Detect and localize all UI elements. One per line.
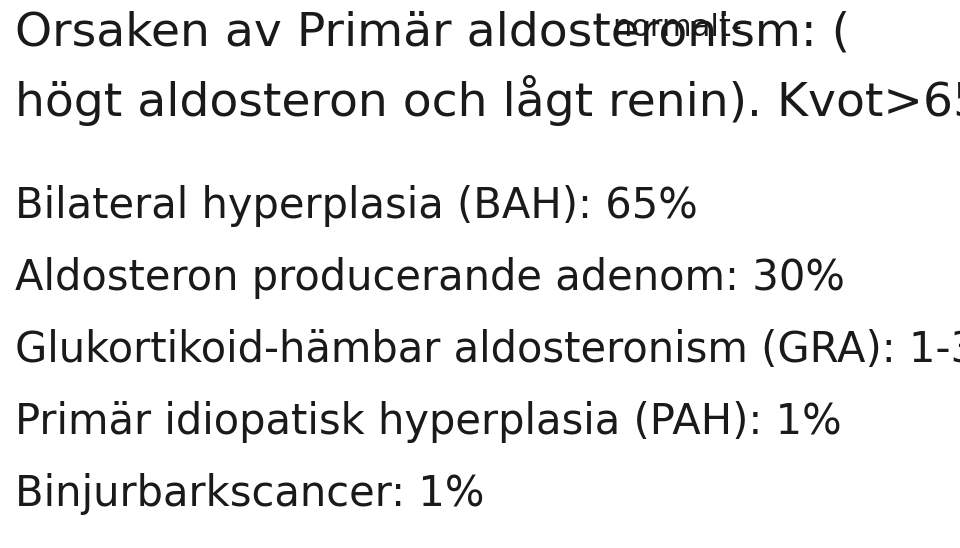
Text: Glukortikoid-hämbar aldosteronism (GRA): 1-3%: Glukortikoid-hämbar aldosteronism (GRA):… xyxy=(15,329,960,371)
Text: Bilateral hyperplasia (BAH): 65%: Bilateral hyperplasia (BAH): 65% xyxy=(15,185,698,227)
Text: Binjurbarkscancer: 1%: Binjurbarkscancer: 1% xyxy=(15,473,485,515)
Text: Aldosteron producerande adenom: 30%: Aldosteron producerande adenom: 30% xyxy=(15,257,845,299)
Text: normalt-: normalt- xyxy=(612,13,742,42)
Text: Primär idiopatisk hyperplasia (PAH): 1%: Primär idiopatisk hyperplasia (PAH): 1% xyxy=(15,401,842,443)
Text: högt aldosteron och lågt renin). Kvot>65.: högt aldosteron och lågt renin). Kvot>65… xyxy=(15,75,960,126)
Text: Orsaken av Primär aldosteronism: (: Orsaken av Primär aldosteronism: ( xyxy=(15,10,851,55)
